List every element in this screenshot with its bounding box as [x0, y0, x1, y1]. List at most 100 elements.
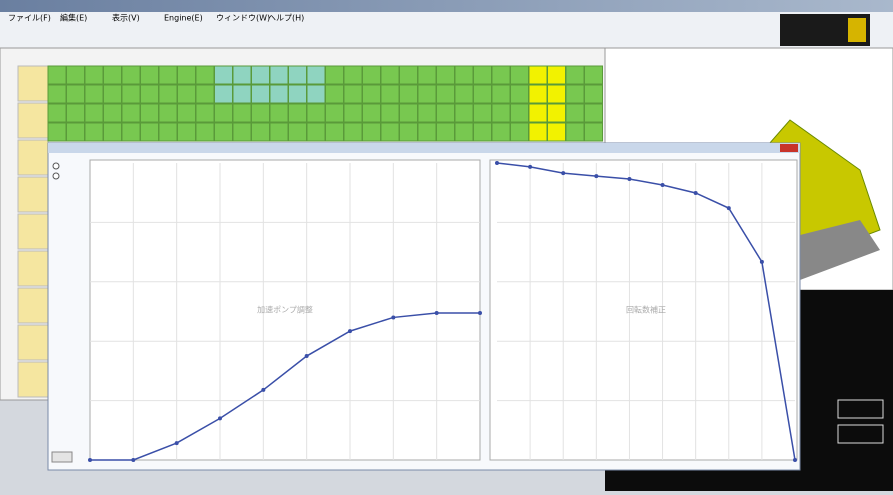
- point: [478, 310, 482, 315]
- map-cell: [436, 122, 455, 142]
- map-cell: [473, 65, 492, 85]
- map-cell: [417, 122, 437, 142]
- menu-item[interactable]: ウィンドウ(W): [216, 14, 270, 23]
- map-cell: [177, 84, 196, 104]
- map-cell: [251, 84, 270, 104]
- map-cell: [510, 65, 529, 85]
- map-cell: [454, 84, 474, 104]
- point: [495, 161, 499, 165]
- line: [496, 162, 796, 461]
- point: [218, 416, 222, 421]
- map-cell: [491, 84, 511, 104]
- popup-title-bar: [48, 143, 800, 153]
- map-cell: [584, 103, 603, 123]
- plot-area: [489, 159, 798, 461]
- map-cell: [195, 65, 215, 85]
- map-cell: [269, 84, 289, 104]
- map-cell: [251, 122, 270, 142]
- map-cell: [66, 103, 85, 123]
- menu-item[interactable]: ヘルプ(H): [268, 14, 304, 23]
- map-cell: [158, 122, 178, 142]
- map-cell: [399, 122, 418, 142]
- map-cell: [214, 122, 233, 142]
- logo-badge: [848, 18, 866, 42]
- button[interactable]: [51, 451, 73, 463]
- map-cell: [47, 103, 67, 123]
- map-cell: [454, 103, 474, 123]
- map-cell: [269, 122, 289, 142]
- map-cell: [84, 103, 104, 123]
- map-cell: [343, 103, 363, 123]
- menu-item[interactable]: 表示(V): [112, 13, 140, 23]
- map-cell: [66, 122, 85, 142]
- menu-item[interactable]: ファイル(F): [8, 14, 51, 23]
- point: [726, 206, 731, 211]
- map-cell: [380, 122, 400, 142]
- map-cell: [47, 65, 67, 85]
- map-cell: [47, 84, 67, 104]
- close-button[interactable]: [780, 144, 798, 152]
- map-cell: [454, 65, 474, 85]
- map-cell: [288, 103, 307, 123]
- map-cell: [84, 122, 104, 142]
- point: [131, 458, 136, 462]
- map-cell: [325, 84, 344, 104]
- map-cell: [565, 84, 585, 104]
- menu-item[interactable]: 編集(E): [60, 13, 87, 23]
- map-cell: [103, 65, 122, 85]
- map-cell: [251, 65, 270, 85]
- map-cell: [473, 103, 492, 123]
- title-bar: [0, 0, 893, 12]
- map-cell: [565, 103, 585, 123]
- map-cell: [121, 65, 141, 85]
- map-cell: [140, 65, 159, 85]
- point: [793, 458, 797, 462]
- map-cell: [454, 122, 474, 142]
- map-cell: [380, 103, 400, 123]
- map-cell: [325, 103, 344, 123]
- map-cell: [417, 65, 437, 85]
- map-cell: [177, 65, 196, 85]
- map-cell: [232, 122, 252, 142]
- map-cell: [177, 122, 196, 142]
- map-cell: [47, 122, 67, 142]
- row-header: [17, 65, 49, 102]
- map-cell: [84, 65, 104, 85]
- map-cell: [140, 122, 159, 142]
- gauge-box: [837, 424, 884, 444]
- map-cell: [306, 65, 326, 85]
- map-cell: [565, 65, 585, 85]
- map-cell: [121, 84, 141, 104]
- row-header: [17, 324, 49, 361]
- map-cell: [121, 122, 141, 142]
- map-cell: [547, 84, 566, 104]
- radio[interactable]: [52, 172, 60, 180]
- map-cell: [362, 122, 381, 142]
- map-cell: [473, 84, 492, 104]
- point: [261, 387, 266, 392]
- radio[interactable]: [52, 162, 60, 170]
- map-cell: [306, 84, 326, 104]
- line: [90, 312, 480, 461]
- chart-title: 加速ポンプ調整: [257, 305, 313, 315]
- row-header: [17, 102, 49, 139]
- map-cell: [528, 84, 548, 104]
- map-cell: [343, 65, 363, 85]
- map-cell: [66, 84, 85, 104]
- menu-item[interactable]: Engine(E): [164, 14, 203, 23]
- map-cell: [214, 84, 233, 104]
- point: [88, 458, 92, 462]
- map-cell: [103, 84, 122, 104]
- map-cell: [214, 65, 233, 85]
- map-cell: [103, 103, 122, 123]
- map-cell: [473, 122, 492, 142]
- point: [528, 164, 533, 169]
- point: [693, 190, 698, 195]
- map-cell: [584, 65, 603, 85]
- map-cell: [584, 122, 603, 142]
- map-cell: [325, 122, 344, 142]
- map-cell: [436, 65, 455, 85]
- map-cell: [232, 103, 252, 123]
- map-cell: [362, 103, 381, 123]
